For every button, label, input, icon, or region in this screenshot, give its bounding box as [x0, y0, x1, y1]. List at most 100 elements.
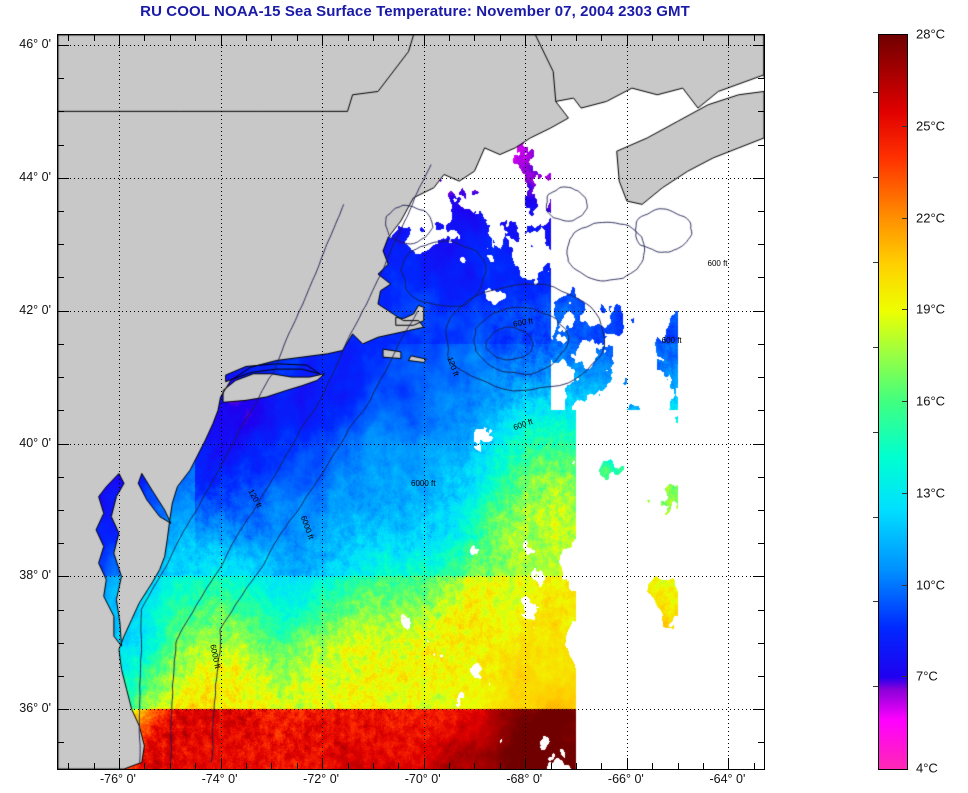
axis-tick-longitude	[753, 35, 755, 41]
axis-tick-latitude	[753, 310, 764, 312]
axis-tick-longitude	[499, 763, 501, 769]
colorbar-label-celsius: 13°C	[916, 485, 946, 501]
axis-tick-latitude	[753, 709, 764, 711]
axis-tick-longitude	[525, 35, 527, 46]
axis-tick-longitude	[68, 35, 70, 41]
axis-tick-longitude	[322, 35, 324, 46]
axis-tick-longitude	[499, 35, 501, 41]
axis-tick-longitude	[169, 763, 171, 769]
axis-tick-latitude	[58, 111, 64, 113]
axis-tick-latitude	[58, 177, 69, 179]
axis-tick-latitude	[758, 244, 764, 246]
axis-tick-latitude	[758, 410, 764, 412]
axis-tick-longitude	[271, 763, 273, 769]
page-title: RU COOL NOAA-15 Sea Surface Temperature:…	[140, 3, 690, 20]
axis-tick-latitude	[58, 211, 64, 213]
axis-tick-longitude	[296, 35, 298, 41]
axis-tick-latitude	[58, 410, 64, 412]
axis-tick-latitude	[58, 78, 64, 80]
axis-tick-latitude	[753, 443, 764, 445]
sst-map-plot[interactable]: 600 ft 600 ft 600 ft 600 ft 120 ft 120 ft 6000…	[57, 34, 765, 770]
axis-tick-longitude	[322, 758, 324, 769]
axis-tick-longitude	[220, 35, 222, 46]
axis-tick-longitude	[296, 763, 298, 769]
x-axis-tick-label: -68° 0'	[506, 772, 543, 786]
x-axis-tick-label: -66° 0'	[607, 772, 644, 786]
axis-tick-longitude	[576, 35, 578, 41]
y-axis-tick-label: 44° 0'	[19, 169, 51, 184]
axis-tick-longitude	[449, 35, 451, 41]
axis-tick-longitude	[728, 758, 730, 769]
axis-tick-latitude	[58, 576, 69, 578]
axis-tick-longitude	[423, 35, 425, 46]
axis-tick-latitude	[758, 343, 764, 345]
axis-tick-latitude	[58, 343, 64, 345]
axis-tick-longitude	[652, 763, 654, 769]
axis-tick-latitude	[758, 377, 764, 379]
axis-tick-longitude	[449, 763, 451, 769]
axis-tick-longitude	[474, 35, 476, 41]
x-axis-tick-label: -70° 0'	[404, 772, 441, 786]
axis-tick-longitude	[753, 763, 755, 769]
axis-tick-longitude	[93, 763, 95, 769]
x-axis-tick-label: -74° 0'	[201, 772, 238, 786]
colorbar-label-celsius: 10°C	[916, 577, 946, 592]
axis-tick-longitude	[703, 763, 705, 769]
y-axis-tick-label: 38° 0'	[19, 568, 51, 583]
axis-tick-longitude	[677, 35, 679, 41]
axis-tick-latitude	[58, 476, 64, 478]
axis-tick-longitude	[474, 763, 476, 769]
axis-tick-longitude	[118, 35, 120, 46]
axis-tick-longitude	[245, 763, 247, 769]
axis-tick-longitude	[118, 758, 120, 769]
colorbar[interactable]	[878, 34, 908, 770]
axis-tick-latitude	[758, 509, 764, 511]
axis-tick-latitude	[58, 443, 69, 445]
axis-tick-longitude	[347, 763, 349, 769]
x-axis-tick-label: -64° 0'	[709, 772, 746, 786]
axis-tick-latitude	[58, 609, 64, 611]
axis-tick-latitude	[758, 543, 764, 545]
colorbar-tick-fahrenheit	[873, 516, 878, 518]
bathymetry-contour-label: 600 ft	[661, 335, 682, 345]
axis-tick-latitude	[758, 144, 764, 146]
axis-tick-latitude	[758, 609, 764, 611]
axis-tick-longitude	[728, 35, 730, 46]
axis-tick-longitude	[550, 35, 552, 41]
axis-tick-longitude	[601, 35, 603, 41]
axis-tick-latitude	[758, 676, 764, 677]
y-axis-tick-label: 40° 0'	[19, 435, 51, 450]
colorbar-tick-celsius	[902, 125, 907, 127]
axis-tick-latitude	[758, 642, 764, 644]
axis-tick-latitude	[58, 543, 64, 545]
axis-tick-longitude	[372, 763, 374, 769]
y-axis-tick-label: 46° 0'	[19, 36, 51, 51]
axis-tick-latitude	[758, 476, 764, 478]
axis-tick-latitude	[58, 742, 64, 744]
axis-tick-latitude	[58, 709, 69, 711]
axis-tick-latitude	[58, 377, 64, 379]
axis-tick-longitude	[398, 763, 400, 769]
axis-tick-latitude	[753, 44, 764, 46]
bathymetry-contour-label: 600 ft	[707, 258, 728, 268]
axis-tick-latitude	[758, 78, 764, 80]
colorbar-label-celsius: 4°C	[916, 760, 938, 776]
x-axis-tick-label: -72° 0'	[303, 772, 340, 786]
colorbar-tick-celsius	[902, 676, 907, 678]
sst-canvas	[58, 35, 764, 769]
axis-tick-longitude	[525, 758, 527, 769]
axis-tick-latitude	[58, 642, 64, 644]
axis-tick-latitude	[753, 177, 764, 179]
axis-tick-latitude	[753, 576, 764, 578]
sst-raster	[58, 35, 764, 769]
axis-tick-latitude	[58, 244, 64, 246]
axis-tick-latitude	[58, 44, 69, 46]
colorbar-tick-fahrenheit	[873, 431, 878, 433]
axis-tick-longitude	[144, 763, 146, 769]
colorbar-label-celsius: 19°C	[916, 301, 946, 317]
colorbar-gradient	[879, 35, 907, 769]
axis-tick-longitude	[144, 35, 146, 41]
colorbar-tick-fahrenheit	[873, 686, 878, 688]
axis-tick-longitude	[195, 763, 197, 769]
axis-tick-longitude	[576, 763, 578, 769]
